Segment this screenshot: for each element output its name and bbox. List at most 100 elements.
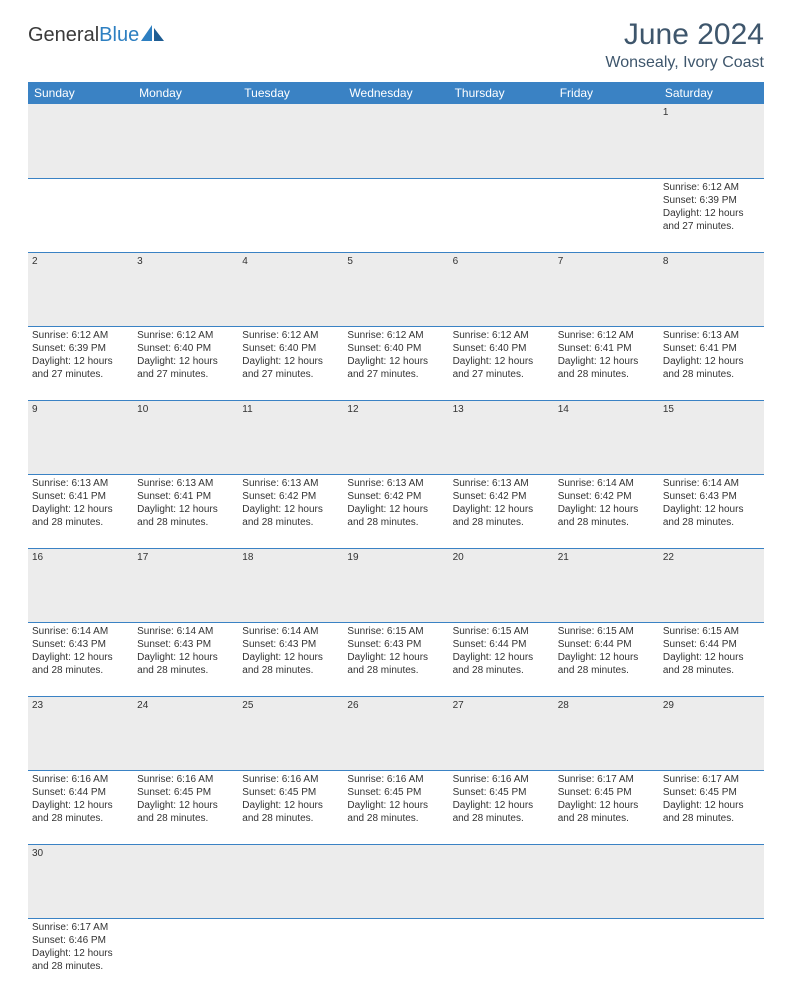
day-number	[238, 104, 343, 178]
calendar-cell: Sunrise: 6:12 AMSunset: 6:39 PMDaylight:…	[659, 178, 764, 252]
calendar-row: Sunrise: 6:13 AMSunset: 6:41 PMDaylight:…	[28, 474, 764, 548]
calendar-cell: Sunrise: 6:13 AMSunset: 6:41 PMDaylight:…	[133, 474, 238, 548]
calendar-cell: Sunrise: 6:15 AMSunset: 6:44 PMDaylight:…	[449, 622, 554, 696]
day-number: 24	[133, 696, 238, 770]
day-number: 30	[28, 844, 133, 918]
calendar-cell: Sunrise: 6:13 AMSunset: 6:41 PMDaylight:…	[28, 474, 133, 548]
calendar-cell: Sunrise: 6:15 AMSunset: 6:44 PMDaylight:…	[554, 622, 659, 696]
day-number: 20	[449, 548, 554, 622]
calendar-cell: Sunrise: 6:12 AMSunset: 6:41 PMDaylight:…	[554, 326, 659, 400]
header: GeneralBlue June 2024 Wonsealy, Ivory Co…	[28, 18, 764, 72]
logo: GeneralBlue	[28, 24, 165, 47]
logo-part1: General	[28, 24, 99, 46]
day-number	[449, 844, 554, 918]
calendar-cell: Sunrise: 6:15 AMSunset: 6:43 PMDaylight:…	[343, 622, 448, 696]
weekday-header: Monday	[133, 82, 238, 104]
weekday-header: Saturday	[659, 82, 764, 104]
logo-text: GeneralBlue	[28, 24, 139, 47]
calendar-row: Sunrise: 6:14 AMSunset: 6:43 PMDaylight:…	[28, 622, 764, 696]
day-number: 5	[343, 252, 448, 326]
calendar-cell: Sunrise: 6:13 AMSunset: 6:41 PMDaylight:…	[659, 326, 764, 400]
day-number: 14	[554, 400, 659, 474]
day-number: 26	[343, 696, 448, 770]
day-number: 29	[659, 696, 764, 770]
calendar-row: Sunrise: 6:12 AMSunset: 6:39 PMDaylight:…	[28, 178, 764, 252]
calendar-cell	[28, 178, 133, 252]
calendar-head: SundayMondayTuesdayWednesdayThursdayFrid…	[28, 82, 764, 104]
daynum-row: 9101112131415	[28, 400, 764, 474]
day-number: 1	[659, 104, 764, 178]
daynum-row: 30	[28, 844, 764, 918]
day-number: 18	[238, 548, 343, 622]
calendar-body: 1Sunrise: 6:12 AMSunset: 6:39 PMDaylight…	[28, 104, 764, 992]
day-number: 15	[659, 400, 764, 474]
day-number: 8	[659, 252, 764, 326]
calendar-cell: Sunrise: 6:12 AMSunset: 6:39 PMDaylight:…	[28, 326, 133, 400]
calendar-cell: Sunrise: 6:14 AMSunset: 6:43 PMDaylight:…	[659, 474, 764, 548]
calendar-cell	[554, 918, 659, 992]
weekday-header: Thursday	[449, 82, 554, 104]
day-number: 12	[343, 400, 448, 474]
daynum-row: 2345678	[28, 252, 764, 326]
day-number: 11	[238, 400, 343, 474]
month-title: June 2024	[605, 18, 764, 52]
day-number: 2	[28, 252, 133, 326]
calendar-cell	[554, 178, 659, 252]
calendar-cell: Sunrise: 6:17 AMSunset: 6:46 PMDaylight:…	[28, 918, 133, 992]
calendar-row: Sunrise: 6:17 AMSunset: 6:46 PMDaylight:…	[28, 918, 764, 992]
calendar-cell	[343, 178, 448, 252]
day-number: 3	[133, 252, 238, 326]
calendar-cell: Sunrise: 6:16 AMSunset: 6:45 PMDaylight:…	[238, 770, 343, 844]
daynum-row: 23242526272829	[28, 696, 764, 770]
calendar-cell	[133, 178, 238, 252]
daynum-row: 1	[28, 104, 764, 178]
day-number: 9	[28, 400, 133, 474]
day-number	[659, 844, 764, 918]
calendar-cell: Sunrise: 6:15 AMSunset: 6:44 PMDaylight:…	[659, 622, 764, 696]
day-number: 16	[28, 548, 133, 622]
day-number: 7	[554, 252, 659, 326]
day-number: 25	[238, 696, 343, 770]
day-number: 13	[449, 400, 554, 474]
day-number: 21	[554, 548, 659, 622]
calendar-cell	[659, 918, 764, 992]
location: Wonsealy, Ivory Coast	[605, 54, 764, 72]
day-number: 23	[28, 696, 133, 770]
day-number: 27	[449, 696, 554, 770]
day-number: 19	[343, 548, 448, 622]
calendar-cell: Sunrise: 6:13 AMSunset: 6:42 PMDaylight:…	[238, 474, 343, 548]
calendar-cell	[449, 178, 554, 252]
weekday-header: Tuesday	[238, 82, 343, 104]
calendar-cell: Sunrise: 6:14 AMSunset: 6:43 PMDaylight:…	[238, 622, 343, 696]
daynum-row: 16171819202122	[28, 548, 764, 622]
logo-part2: Blue	[99, 24, 139, 46]
calendar-cell: Sunrise: 6:14 AMSunset: 6:42 PMDaylight:…	[554, 474, 659, 548]
day-number: 10	[133, 400, 238, 474]
weekday-header: Friday	[554, 82, 659, 104]
weekday-header: Wednesday	[343, 82, 448, 104]
calendar-cell: Sunrise: 6:16 AMSunset: 6:45 PMDaylight:…	[133, 770, 238, 844]
calendar-cell: Sunrise: 6:16 AMSunset: 6:45 PMDaylight:…	[449, 770, 554, 844]
calendar-cell: Sunrise: 6:13 AMSunset: 6:42 PMDaylight:…	[343, 474, 448, 548]
day-number: 4	[238, 252, 343, 326]
calendar-cell	[238, 178, 343, 252]
day-number	[133, 844, 238, 918]
calendar-cell: Sunrise: 6:12 AMSunset: 6:40 PMDaylight:…	[343, 326, 448, 400]
weekday-header: Sunday	[28, 82, 133, 104]
day-number	[28, 104, 133, 178]
day-number	[449, 104, 554, 178]
calendar-cell: Sunrise: 6:12 AMSunset: 6:40 PMDaylight:…	[133, 326, 238, 400]
day-number	[238, 844, 343, 918]
calendar-cell: Sunrise: 6:17 AMSunset: 6:45 PMDaylight:…	[659, 770, 764, 844]
calendar-cell	[343, 918, 448, 992]
calendar-cell: Sunrise: 6:13 AMSunset: 6:42 PMDaylight:…	[449, 474, 554, 548]
day-number	[343, 104, 448, 178]
day-number	[133, 104, 238, 178]
day-number: 17	[133, 548, 238, 622]
calendar-cell: Sunrise: 6:14 AMSunset: 6:43 PMDaylight:…	[133, 622, 238, 696]
calendar-cell: Sunrise: 6:12 AMSunset: 6:40 PMDaylight:…	[238, 326, 343, 400]
day-number: 6	[449, 252, 554, 326]
calendar-table: SundayMondayTuesdayWednesdayThursdayFrid…	[28, 82, 764, 992]
day-number: 28	[554, 696, 659, 770]
title-block: June 2024 Wonsealy, Ivory Coast	[605, 18, 764, 72]
